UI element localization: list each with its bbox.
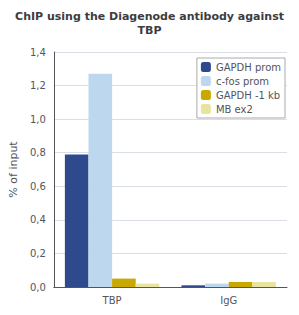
svg-text:0,4: 0,4 [30, 214, 46, 225]
svg-text:% of input: % of input [7, 141, 20, 198]
svg-text:TBP: TBP [102, 295, 122, 306]
svg-text:ChIP using the Diagenode antib: ChIP using the Diagenode antibody agains… [15, 10, 284, 23]
svg-text:1,4: 1,4 [30, 47, 46, 58]
svg-text:0,2: 0,2 [30, 248, 46, 259]
svg-text:1,0: 1,0 [30, 114, 46, 125]
svg-text:GAPDH prom: GAPDH prom [216, 62, 281, 73]
svg-text:0,6: 0,6 [30, 181, 46, 192]
svg-text:0,8: 0,8 [30, 147, 46, 158]
svg-text:GAPDH -1 kb: GAPDH -1 kb [216, 90, 280, 101]
svg-text:TBP: TBP [138, 24, 162, 37]
svg-text:1,2: 1,2 [30, 80, 46, 91]
svg-text:MB ex2: MB ex2 [216, 104, 253, 115]
svg-text:c-fos prom: c-fos prom [216, 76, 269, 87]
svg-text:0,0: 0,0 [30, 282, 46, 293]
svg-text:IgG: IgG [220, 295, 237, 306]
